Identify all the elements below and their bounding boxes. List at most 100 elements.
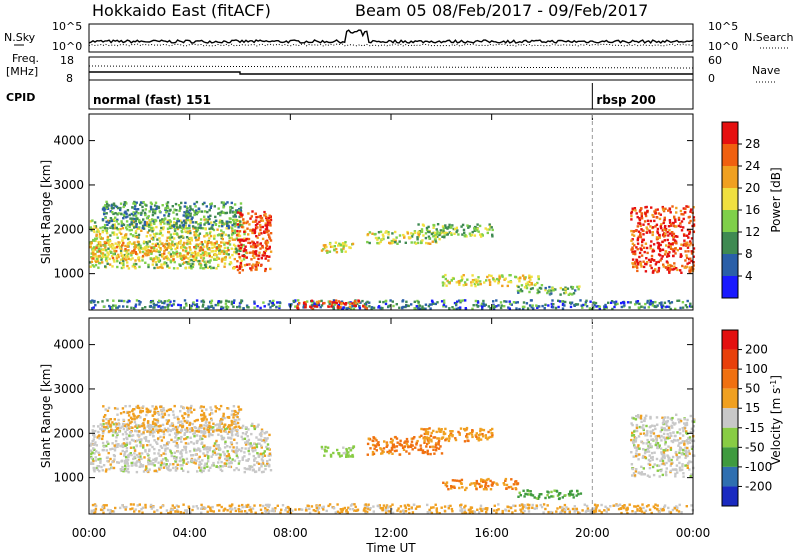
echo-cell bbox=[207, 222, 211, 225]
echo-cell bbox=[162, 244, 165, 247]
echo-cell bbox=[690, 447, 694, 450]
echo-cell bbox=[119, 412, 123, 415]
echo-cell bbox=[486, 228, 489, 231]
echo-cell bbox=[213, 442, 217, 445]
echo-cell bbox=[531, 304, 534, 307]
echo-cell bbox=[158, 210, 161, 213]
echo-cell bbox=[378, 300, 382, 303]
echo-cell bbox=[481, 435, 485, 438]
echo-cell bbox=[256, 236, 259, 239]
echo-cell bbox=[109, 217, 113, 220]
echo-cell bbox=[489, 488, 493, 491]
echo-cell bbox=[238, 207, 241, 211]
echo-cell bbox=[129, 446, 133, 449]
echo-cell bbox=[106, 409, 110, 412]
echo-cell bbox=[484, 227, 487, 230]
echo-cell bbox=[679, 225, 682, 228]
echo-cell bbox=[136, 244, 139, 247]
echo-cell bbox=[251, 240, 254, 243]
echo-cell bbox=[677, 418, 680, 421]
echo-cell bbox=[157, 260, 161, 263]
echo-cell bbox=[266, 460, 269, 463]
echo-cell bbox=[176, 217, 179, 221]
echo-cell bbox=[131, 224, 135, 227]
echo-cell bbox=[258, 220, 261, 224]
echo-cell bbox=[153, 407, 156, 411]
echo-cell bbox=[221, 427, 224, 431]
echo-cell bbox=[141, 250, 145, 254]
echo-cell bbox=[184, 445, 188, 449]
echo-cell bbox=[483, 479, 487, 483]
echo-cell bbox=[652, 269, 655, 273]
echo-cell bbox=[213, 258, 216, 261]
echo-cell bbox=[142, 470, 146, 473]
echo-cell bbox=[163, 261, 166, 264]
echo-cell bbox=[123, 459, 127, 463]
echo-cell bbox=[269, 250, 273, 253]
echo-cell bbox=[690, 427, 694, 430]
echo-cell bbox=[174, 468, 178, 472]
echo-cell bbox=[207, 469, 211, 472]
echo-cell bbox=[475, 435, 478, 438]
echo-cell bbox=[166, 467, 169, 470]
echo-cell bbox=[241, 223, 244, 227]
echo-cell bbox=[239, 408, 243, 411]
echo-cell bbox=[296, 304, 299, 307]
echo-cell bbox=[692, 439, 696, 443]
echo-cell bbox=[676, 431, 679, 434]
echo-cell bbox=[116, 265, 119, 269]
echo-cell bbox=[131, 426, 134, 429]
colorbar-swatch bbox=[722, 254, 738, 276]
echo-cell bbox=[470, 482, 473, 485]
echo-cell bbox=[396, 441, 399, 444]
echo-cell bbox=[660, 301, 663, 304]
echo-cell bbox=[222, 211, 225, 214]
echo-cell bbox=[616, 302, 619, 306]
echo-cell bbox=[370, 306, 374, 309]
echo-cell bbox=[132, 446, 135, 449]
echo-cell bbox=[123, 204, 126, 207]
echo-cell bbox=[208, 421, 211, 424]
echo-cell bbox=[195, 239, 198, 242]
echo-cell bbox=[442, 432, 446, 436]
echo-cell bbox=[209, 406, 212, 409]
echo-cell bbox=[119, 452, 123, 455]
echo-cell bbox=[223, 446, 227, 449]
echo-cell bbox=[231, 427, 235, 430]
echo-cell bbox=[246, 237, 250, 241]
echo-cell bbox=[377, 441, 380, 444]
echo-cell bbox=[152, 422, 155, 425]
echo-cell bbox=[428, 303, 432, 306]
echo-cell bbox=[674, 252, 677, 255]
echo-cell bbox=[212, 461, 215, 465]
echo-cell bbox=[604, 303, 607, 307]
echo-cell bbox=[564, 287, 567, 291]
echo-cell bbox=[111, 306, 114, 310]
echo-cell bbox=[302, 306, 305, 309]
echo-cell bbox=[177, 219, 180, 223]
echo-cell bbox=[470, 233, 474, 237]
echo-cell bbox=[90, 307, 94, 310]
echo-cell bbox=[441, 275, 445, 279]
noise-left-tick-bottom: 10^0 bbox=[52, 40, 82, 53]
echo-cell bbox=[172, 252, 175, 255]
echo-cell bbox=[150, 228, 153, 231]
echo-cell bbox=[499, 306, 503, 310]
echo-cell bbox=[333, 301, 337, 304]
echo-cell bbox=[194, 462, 197, 465]
noise-sky-series bbox=[88, 29, 694, 44]
echo-cell bbox=[172, 413, 175, 416]
echo-cell bbox=[205, 448, 208, 451]
echo-cell bbox=[584, 301, 588, 304]
echo-cell bbox=[113, 223, 116, 226]
echo-cell bbox=[220, 260, 224, 263]
echo-cell bbox=[642, 454, 645, 458]
echo-cell bbox=[261, 244, 264, 248]
echo-cell bbox=[214, 253, 217, 257]
echo-cell bbox=[132, 234, 135, 238]
echo-cell bbox=[518, 276, 522, 280]
echo-cell bbox=[330, 305, 333, 308]
echo-cell bbox=[418, 304, 422, 307]
echo-cell bbox=[507, 486, 511, 489]
echo-cell bbox=[458, 479, 461, 483]
